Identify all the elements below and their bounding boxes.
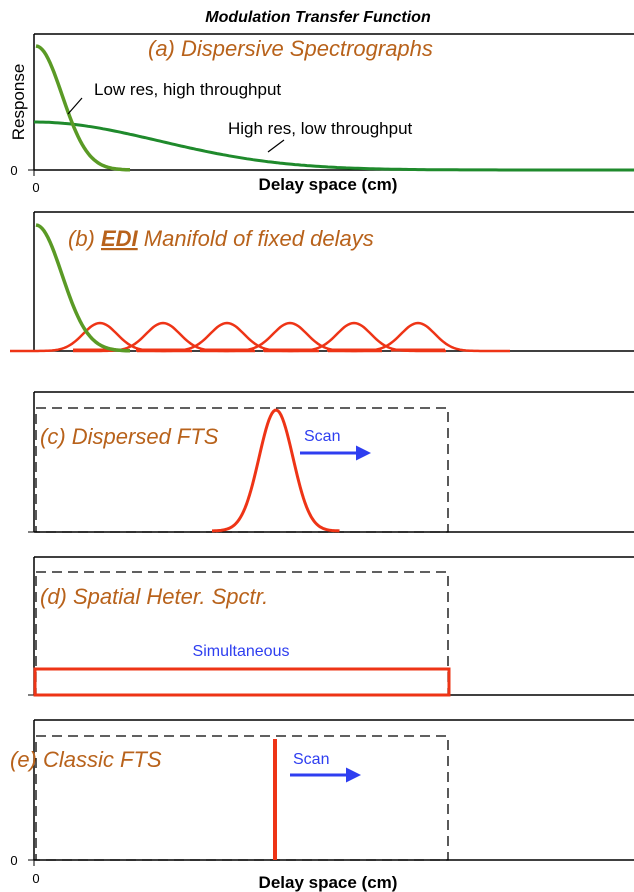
panel-c-scan-label: Scan bbox=[304, 428, 340, 445]
y-axis-label: Response bbox=[9, 64, 28, 141]
panel-c-scan-window bbox=[35, 407, 449, 533]
panel-e-y-zero-label: 0 bbox=[10, 853, 17, 868]
fixed-delay-curve-5 bbox=[264, 321, 446, 353]
panel-b-label: (b) EDI Manifold of fixed delays bbox=[68, 226, 374, 251]
annotation-high-res-leader bbox=[267, 139, 285, 153]
high-res-curve bbox=[34, 120, 634, 172]
annotation-low-res-leader bbox=[67, 97, 83, 115]
panel-c: (c) Dispersed FTS Scan bbox=[28, 391, 634, 533]
panel-b-low-res-curve bbox=[35, 223, 130, 353]
panel-a-x-zero-label: 0 bbox=[32, 180, 39, 195]
panel-b-label-prefix: (b) bbox=[68, 226, 101, 251]
panel-e-x-zero-label: 0 bbox=[32, 871, 39, 886]
simultaneous-label: Simultaneous bbox=[193, 643, 290, 660]
panel-b-label-suffix: Manifold of fixed delays bbox=[138, 226, 374, 251]
fixed-delay-curve-6 bbox=[328, 321, 510, 353]
panel-a: 0 0 Response Delay space (cm) (a) Disper… bbox=[9, 33, 634, 195]
panel-b-label-edi: EDI bbox=[101, 226, 139, 251]
panel-a-label: (a) Dispersive Spectrographs bbox=[148, 36, 433, 61]
annotation-low-res: Low res, high throughput bbox=[94, 80, 281, 99]
simultaneous-box bbox=[33, 667, 451, 697]
panel-b: (b) EDI Manifold of fixed delays bbox=[10, 211, 634, 353]
panel-e: (e) Classic FTS Scan 0 0 Delay space (cm… bbox=[10, 719, 634, 892]
annotation-high-res: High res, low throughput bbox=[228, 119, 413, 138]
panel-a-y-zero-label: 0 bbox=[10, 163, 17, 178]
fixed-delay-curve-3 bbox=[137, 321, 319, 353]
low-res-curve bbox=[35, 44, 130, 172]
x-axis-label-top: Delay space (cm) bbox=[259, 175, 398, 194]
panel-e-scan-window bbox=[35, 735, 449, 861]
x-axis-label-bottom: Delay space (cm) bbox=[259, 873, 398, 892]
panel-e-scan-label: Scan bbox=[293, 751, 329, 768]
panel-c-label: (c) Dispersed FTS bbox=[40, 424, 219, 449]
panel-e-label: (e) Classic FTS bbox=[10, 747, 162, 772]
panel-d: (d) Spatial Heter. Spctr. Simultaneous bbox=[28, 556, 634, 697]
dispersed-fts-peak bbox=[212, 408, 340, 533]
fixed-delay-curve-4 bbox=[200, 321, 382, 353]
panel-d-label: (d) Spatial Heter. Spctr. bbox=[40, 584, 268, 609]
figure-title: Modulation Transfer Function bbox=[205, 9, 431, 26]
